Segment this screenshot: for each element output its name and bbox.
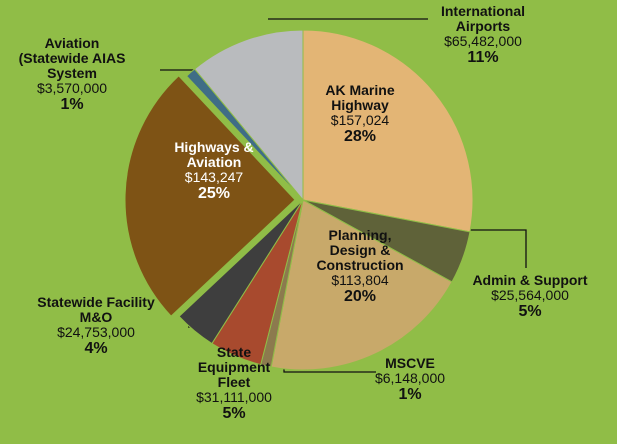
slice-name: Statewide Facility M&O [37,294,155,325]
slice-name: Admin & Support [472,272,587,288]
slice-amount: $113,804 [331,272,389,288]
slice-name: Highways & Aviation [174,139,253,170]
slice-amount: $6,148,000 [375,370,445,386]
slice-amount: $157,024 [331,112,390,128]
slice-percent: 1% [398,386,421,403]
leader-line [462,229,527,268]
slice-amount: $31,111,000 [196,389,272,405]
slice-amount: $25,564,000 [491,287,569,303]
pie-slice [302,29,474,233]
pie-slice [178,199,304,345]
slice-name: International Airports [441,3,525,34]
slice-percent: 11% [467,49,498,66]
slice-name: State Equipment Fleet [198,344,271,390]
slice-percent: 1% [60,96,83,113]
pie-slice [193,29,304,202]
pie-slice [270,199,453,371]
slice-amount: $65,482,000 [444,33,522,49]
slice-percent: 5% [518,303,541,320]
slice-percent: 25% [198,185,230,202]
slice-name: Aviation (Statewide AIAS System [19,35,126,81]
slice-amount: $143,247 [185,169,244,185]
slice-name: AK Marine Highway [325,82,394,113]
slice-amount: $24,753,000 [57,324,135,340]
slice-label: Aviation (Statewide AIAS System$3,570,0001… [19,35,126,113]
slice-percent: 20% [344,288,376,305]
pie-slice [124,75,296,317]
slice-name: MSCVE [385,355,435,371]
slice-percent: 28% [344,128,376,145]
slice-amount: $3,570,000 [37,80,107,96]
slice-name: Planning, Design & Construction [316,227,403,273]
slice-percent: 4% [84,340,107,357]
slice-percent: 5% [222,405,245,422]
